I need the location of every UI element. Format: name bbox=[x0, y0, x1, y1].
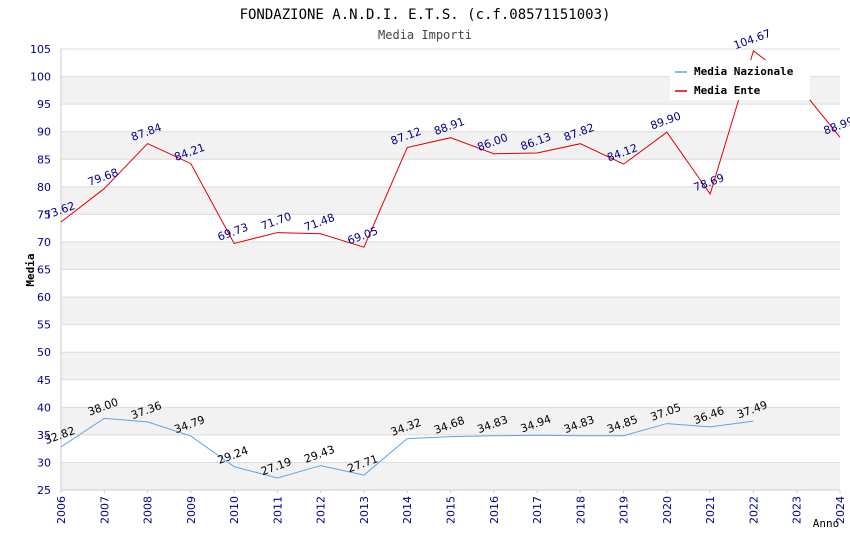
x-tick-label: 2024 bbox=[834, 496, 847, 524]
x-tick-label: 2006 bbox=[55, 496, 68, 524]
y-tick-label: 85 bbox=[37, 153, 51, 166]
grid-band bbox=[61, 241, 840, 270]
y-tick-label: 30 bbox=[37, 456, 51, 469]
x-tick-label: 2013 bbox=[358, 496, 371, 524]
legend-label-media-nazionale: Media Nazionale bbox=[694, 65, 794, 78]
grid-band bbox=[61, 352, 840, 380]
chart-title: FONDAZIONE A.N.D.I. E.T.S. (c.f.08571151… bbox=[240, 7, 611, 23]
y-tick-label: 65 bbox=[37, 264, 51, 277]
y-tick-label: 40 bbox=[37, 401, 51, 414]
x-tick-label: 2007 bbox=[98, 496, 111, 524]
series-lines bbox=[60, 49, 841, 479]
grid-band bbox=[61, 214, 840, 242]
data-label-media-ente: 104.67 bbox=[732, 27, 773, 52]
x-tick-labels: 2006 2007 2008 2009 2010 2011 2012 2013 2014 2015… bbox=[55, 490, 847, 524]
grid-lines bbox=[61, 48, 840, 491]
grid-band bbox=[61, 379, 840, 408]
grid-band bbox=[61, 186, 840, 215]
y-tick-label: 35 bbox=[37, 429, 51, 442]
y-tick-labels: 25 30 35 40 45 50 55 60 65 70 75 80 85 90 95 100 105 bbox=[30, 43, 51, 497]
x-tick-label: 2017 bbox=[531, 496, 544, 524]
grid-band bbox=[61, 434, 840, 463]
y-tick-label: 25 bbox=[37, 484, 51, 497]
y-axis-label: Media bbox=[24, 253, 37, 286]
y-tick-label: 90 bbox=[37, 126, 51, 139]
grid-band bbox=[61, 407, 840, 435]
y-tick-label: 105 bbox=[30, 43, 51, 56]
x-tick-label: 2008 bbox=[142, 496, 155, 524]
grid-band bbox=[61, 297, 840, 325]
x-tick-label: 2018 bbox=[574, 496, 587, 524]
y-tick-label: 100 bbox=[30, 71, 51, 84]
x-tick-label: 2021 bbox=[704, 496, 717, 524]
x-tick-label: 2009 bbox=[185, 496, 198, 524]
grid-band bbox=[61, 462, 840, 490]
y-tick-label: 50 bbox=[37, 346, 51, 359]
grid-bands bbox=[61, 49, 840, 490]
legend: Media Nazionale Media Ente bbox=[670, 60, 810, 100]
y-tick-label: 70 bbox=[37, 236, 51, 249]
x-tick-label: 2023 bbox=[791, 496, 804, 524]
grid-band bbox=[61, 324, 840, 353]
y-tick-label: 60 bbox=[37, 291, 51, 304]
y-tick-label: 95 bbox=[37, 98, 51, 111]
y-tick-label: 80 bbox=[37, 181, 51, 194]
x-tick-label: 2022 bbox=[747, 496, 760, 524]
series-line-media-nazionale bbox=[60, 417, 754, 479]
y-tick-label: 45 bbox=[37, 374, 51, 387]
legend-box bbox=[670, 60, 810, 100]
grid-band bbox=[61, 269, 840, 298]
y-tick-label: 55 bbox=[37, 319, 51, 332]
x-tick-label: 2015 bbox=[445, 496, 458, 524]
x-tick-label: 2019 bbox=[618, 496, 631, 524]
x-axis-label: Anno bbox=[813, 517, 840, 530]
chart-subtitle: Media Importi bbox=[378, 28, 472, 42]
x-tick-label: 2014 bbox=[401, 496, 414, 524]
x-tick-label: 2016 bbox=[488, 496, 501, 524]
x-tick-label: 2011 bbox=[271, 496, 284, 524]
legend-label-media-ente: Media Ente bbox=[694, 84, 761, 97]
x-tick-label: 2012 bbox=[315, 496, 328, 524]
x-tick-label: 2010 bbox=[228, 496, 241, 524]
grid-band bbox=[61, 131, 840, 160]
x-tick-label: 2020 bbox=[661, 496, 674, 524]
series-line-media-ente bbox=[60, 49, 841, 248]
y-tick-label: 75 bbox=[37, 208, 51, 221]
grid-band bbox=[61, 104, 840, 132]
